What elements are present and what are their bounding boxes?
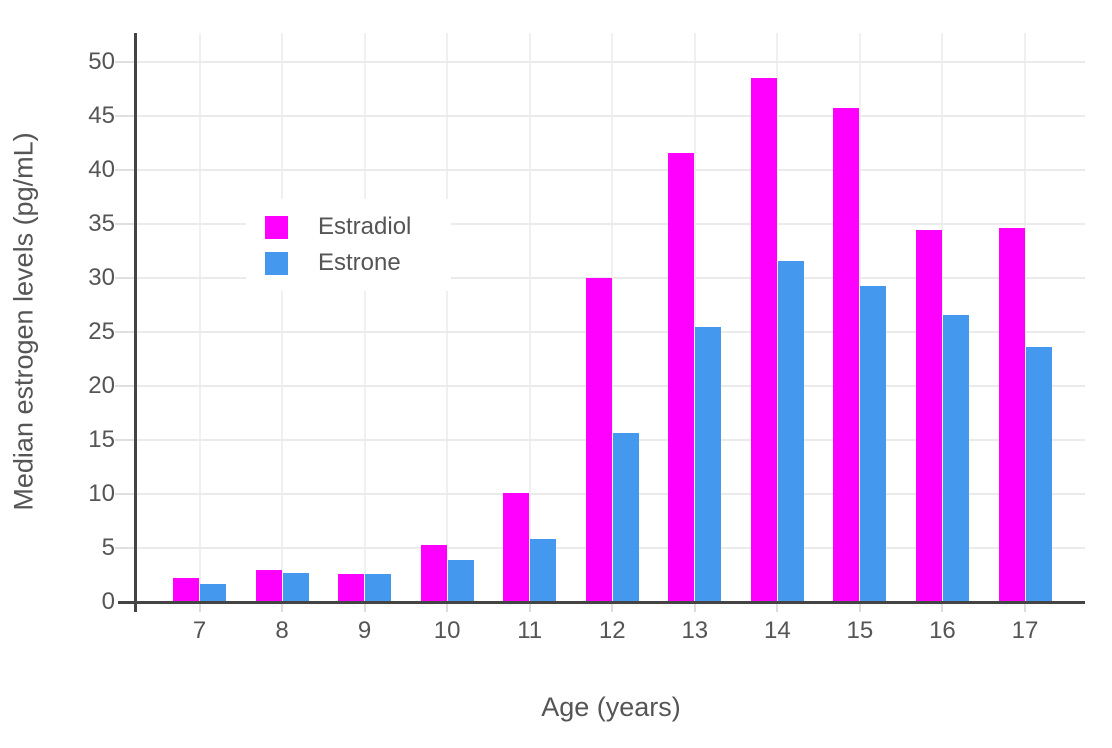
x-tick-label: 17 — [1011, 617, 1039, 644]
y-tick-label: 45 — [88, 102, 115, 130]
bar-estrone-age-10 — [447, 559, 474, 602]
vertical-gridline — [281, 33, 284, 602]
plot-area: Estradiol Estrone 7 8 9 10 11 12 13 14 15 16 17 0 5 10… — [88, 33, 1085, 644]
x-tick-label: 9 — [357, 617, 372, 644]
vertical-gridline — [858, 33, 861, 602]
y-tick-label: 40 — [88, 156, 115, 184]
bar-estrone-age-15 — [860, 285, 887, 602]
y-axis-line — [134, 33, 137, 612]
x-tick-label: 7 — [192, 617, 207, 644]
y-tick-label: 50 — [88, 48, 115, 76]
bar-estrone-age-11 — [530, 539, 557, 602]
bar-estradiol-age-13 — [668, 152, 695, 602]
horizontal-gridline — [137, 277, 1085, 280]
x-tick-label: 16 — [929, 617, 956, 644]
bar-estrone-age-12 — [612, 432, 639, 602]
y-tick-mark — [115, 277, 134, 280]
y-tick-label: 25 — [88, 318, 115, 346]
x-tick-mark — [198, 604, 201, 612]
vertical-gridline — [363, 33, 366, 602]
y-tick-mark — [115, 115, 134, 118]
y-tick-mark — [115, 223, 134, 226]
bar-estradiol-age-15 — [833, 107, 860, 602]
x-tick-label: 11 — [517, 617, 543, 644]
legend-label: Estrone — [318, 249, 401, 276]
x-tick-mark — [446, 604, 449, 612]
x-tick-mark — [363, 604, 366, 612]
bar-estradiol-age-16 — [915, 229, 942, 602]
legend: Estradiol Estrone — [246, 199, 451, 291]
y-tick-label: 30 — [88, 264, 115, 292]
x-axis-title: Age (years) — [541, 692, 681, 722]
y-tick-label: 20 — [88, 372, 115, 400]
bar-estradiol-age-7 — [173, 578, 199, 602]
legend-swatch-estradiol — [265, 215, 288, 239]
y-tick-mark — [115, 439, 134, 442]
x-tick-label: 10 — [433, 617, 461, 644]
y-tick-label: 10 — [88, 480, 115, 508]
bar-estradiol-age-10 — [420, 544, 447, 602]
vertical-gridline — [446, 33, 449, 602]
bar-estrone-age-13 — [695, 326, 722, 602]
x-tick-mark — [941, 604, 944, 612]
x-tick-mark — [1024, 604, 1026, 612]
bar-estrone-age-17 — [1025, 347, 1052, 602]
bar-estradiol-age-9 — [338, 573, 365, 602]
x-tick-label: 13 — [681, 617, 709, 644]
bar-estrone-age-9 — [365, 573, 392, 602]
y-tick-mark — [115, 385, 134, 388]
bar-estrone-age-14 — [777, 260, 804, 602]
legend-item-estradiol[interactable]: Estradiol — [265, 209, 437, 245]
vertical-gridline — [776, 33, 779, 602]
vertical-gridline — [198, 33, 201, 602]
x-axis-zero-line — [118, 601, 1085, 604]
horizontal-gridline — [137, 169, 1085, 172]
vertical-gridline — [528, 33, 531, 602]
legend-item-estrone[interactable]: Estrone — [265, 245, 437, 281]
y-tick-mark — [115, 493, 134, 496]
bar-estradiol-age-14 — [750, 78, 777, 602]
legend-label: Estradiol — [318, 213, 412, 240]
x-tick-mark — [528, 604, 531, 612]
y-tick-mark — [115, 169, 134, 172]
x-tick-label: 15 — [846, 617, 874, 644]
x-tick-label: 8 — [275, 617, 289, 644]
horizontal-gridline — [137, 61, 1085, 64]
vertical-gridline — [611, 33, 614, 602]
vertical-gridline — [693, 33, 696, 602]
x-tick-label: 12 — [598, 617, 626, 644]
y-axis-title: Median estrogen levels (pg/mL) — [8, 132, 39, 511]
legend-swatch-estrone — [265, 251, 288, 275]
bar-estrone-age-7 — [200, 583, 226, 602]
vertical-gridline — [941, 33, 944, 602]
x-tick-mark — [858, 604, 861, 612]
x-tick-mark — [611, 604, 614, 612]
y-tick-mark — [115, 331, 134, 334]
horizontal-gridline — [137, 115, 1085, 118]
bar-estrone-age-16 — [942, 314, 969, 602]
x-tick-mark — [281, 604, 284, 612]
y-tick-label: 5 — [101, 534, 115, 561]
horizontal-gridline — [137, 223, 1085, 226]
bar-estradiol-age-11 — [503, 492, 530, 602]
vertical-gridline — [1024, 33, 1026, 602]
x-tick-label: 14 — [763, 617, 791, 644]
y-tick-label: 35 — [88, 210, 115, 238]
y-tick-label: 15 — [88, 426, 115, 454]
bar-estradiol-age-12 — [585, 278, 612, 602]
y-tick-label: 0 — [101, 588, 115, 615]
y-tick-mark — [115, 61, 134, 64]
y-tick-mark — [115, 547, 134, 549]
x-tick-mark — [776, 604, 779, 612]
bar-estrone-age-8 — [282, 572, 309, 602]
bar-estradiol-age-17 — [998, 228, 1025, 602]
x-tick-mark — [693, 604, 696, 612]
bar-estradiol-age-8 — [255, 569, 282, 602]
